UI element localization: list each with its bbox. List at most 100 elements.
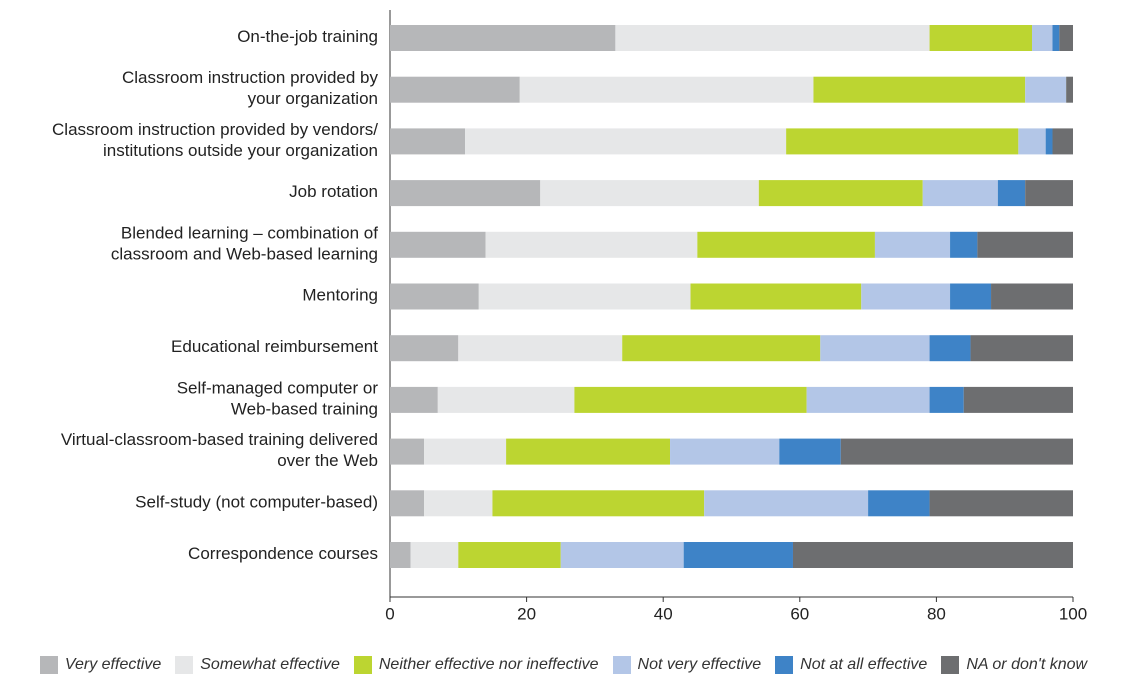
- chart: 0 20 40 60 80 100 On-the-job training Classroom…: [52, 10, 1087, 623]
- bar-segment: [963, 386, 1073, 413]
- bar-segment: [840, 438, 1073, 465]
- bar-segment: [929, 335, 971, 362]
- category-label: On-the-job training: [237, 27, 378, 46]
- x-tick-label: 40: [654, 604, 673, 623]
- bar-segment: [622, 335, 821, 362]
- bar-segment: [615, 25, 930, 51]
- bar-segment: [929, 386, 964, 413]
- legend-label: NA or don't know: [966, 656, 1088, 673]
- bar-segment: [1052, 25, 1060, 51]
- bar-segment: [704, 490, 869, 517]
- x-tick-label: 60: [790, 604, 809, 623]
- bar-segment: [458, 542, 561, 568]
- legend-label: Not very effective: [637, 656, 762, 673]
- bar-segment: [820, 335, 930, 362]
- legend-swatch: [39, 656, 58, 674]
- bar-segment: [997, 180, 1026, 207]
- legend-item: Not at all effective: [775, 656, 927, 674]
- legend-item: Not very effective: [612, 656, 762, 674]
- bar-segment: [950, 283, 992, 310]
- bar-segment: [861, 283, 951, 310]
- bar-segment: [977, 231, 1073, 258]
- legend-swatch: [353, 656, 372, 674]
- bar-segment: [670, 438, 780, 465]
- legend-label: Not at all effective: [800, 656, 928, 673]
- bar-segment: [574, 386, 807, 413]
- bar-segment: [1018, 128, 1046, 155]
- category-label: Job rotation: [289, 183, 378, 202]
- legend-label: Very effective: [64, 656, 162, 673]
- legend-label: Neither effective nor ineffective: [378, 656, 599, 673]
- bar-segment: [390, 76, 520, 103]
- bar-segment: [1059, 25, 1073, 51]
- bar-segment: [519, 76, 814, 103]
- bar-segment: [390, 231, 486, 258]
- bar-segment: [458, 335, 623, 362]
- bar-segment: [540, 180, 759, 207]
- category-label: Classroom instruction provided by your or…: [122, 69, 379, 109]
- bar-segment: [465, 128, 787, 155]
- legend-swatch: [941, 656, 960, 674]
- legend-label: Somewhat effective: [200, 656, 340, 673]
- category-label: Correspondence courses: [188, 544, 378, 563]
- x-tick-label: 20: [517, 604, 536, 623]
- bar-segment: [1045, 128, 1053, 155]
- bar-segment: [478, 283, 691, 310]
- bar-segment: [390, 180, 541, 207]
- bar-segment: [690, 283, 862, 310]
- bar-segment: [1025, 180, 1073, 207]
- legend-swatch: [775, 656, 794, 674]
- bar-segment: [786, 128, 1019, 155]
- category-label: Blended learning – combination of classro…: [111, 224, 378, 264]
- bar-segment: [390, 25, 616, 51]
- bar-segment: [390, 283, 479, 310]
- bar-segment: [922, 180, 998, 207]
- bar-segment: [1032, 25, 1053, 51]
- bar-segment: [929, 25, 1033, 51]
- legend-item: NA or don't know: [941, 656, 1087, 674]
- bar-segment: [390, 438, 425, 465]
- bar-segment: [813, 76, 1026, 103]
- bar-segment: [485, 231, 698, 258]
- bar-segment: [991, 283, 1073, 310]
- category-label: Educational reimbursement: [171, 338, 378, 357]
- bar-segment: [506, 438, 671, 465]
- bar-segment: [437, 386, 575, 413]
- bar-segment: [868, 490, 930, 517]
- bar-segment: [424, 438, 507, 465]
- x-tick-label: 100: [1059, 604, 1087, 623]
- bar-segment: [1052, 128, 1073, 155]
- bar-segment: [874, 231, 951, 258]
- bar-segment: [1025, 76, 1067, 103]
- legend: Very effective Somewhat effective Neither …: [0, 656, 1127, 674]
- bar-segment: [560, 542, 684, 568]
- bar-segment: [424, 490, 493, 517]
- bar-segment: [390, 335, 459, 362]
- bar-segment: [390, 386, 438, 413]
- bar-segment: [390, 128, 466, 155]
- bar-segment: [492, 490, 705, 517]
- x-tick-label: 0: [385, 604, 394, 623]
- category-label: Classroom instruction provided by vendor…: [52, 120, 378, 160]
- bar-segment: [390, 542, 411, 568]
- bar-segment: [683, 542, 793, 568]
- legend-item: Neither effective nor ineffective: [353, 656, 599, 674]
- bar-segment: [950, 231, 978, 258]
- bar-segment: [410, 542, 459, 568]
- bar-segment: [1066, 76, 1073, 103]
- category-label: Self-study (not computer-based): [135, 493, 378, 512]
- legend-item: Very effective: [39, 656, 162, 674]
- bar-segment: [390, 490, 425, 517]
- category-label: Self-managed computer or Web-based traini…: [177, 379, 379, 419]
- category-label: Mentoring: [302, 286, 378, 305]
- legend-swatch: [612, 656, 631, 674]
- bar-segment: [792, 542, 1073, 568]
- bar-segment: [779, 438, 841, 465]
- legend-swatch: [175, 656, 194, 674]
- bar-segment: [929, 490, 1073, 517]
- bar-segment: [970, 335, 1073, 362]
- category-label: Virtual-classroom-based training deliver…: [61, 431, 378, 471]
- legend-item: Somewhat effective: [175, 656, 340, 674]
- bar-segment: [697, 231, 875, 258]
